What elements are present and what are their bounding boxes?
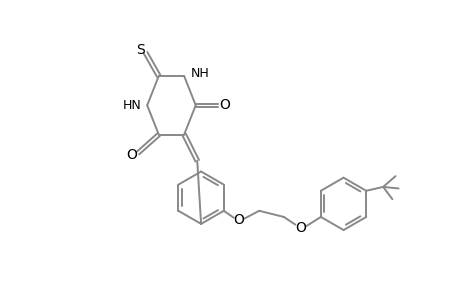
Text: O: O: [295, 221, 306, 235]
Text: O: O: [218, 98, 229, 112]
Text: O: O: [126, 148, 137, 162]
Text: NH: NH: [190, 67, 209, 80]
Text: O: O: [233, 213, 244, 227]
Text: HN: HN: [122, 99, 141, 112]
Text: S: S: [135, 43, 144, 57]
